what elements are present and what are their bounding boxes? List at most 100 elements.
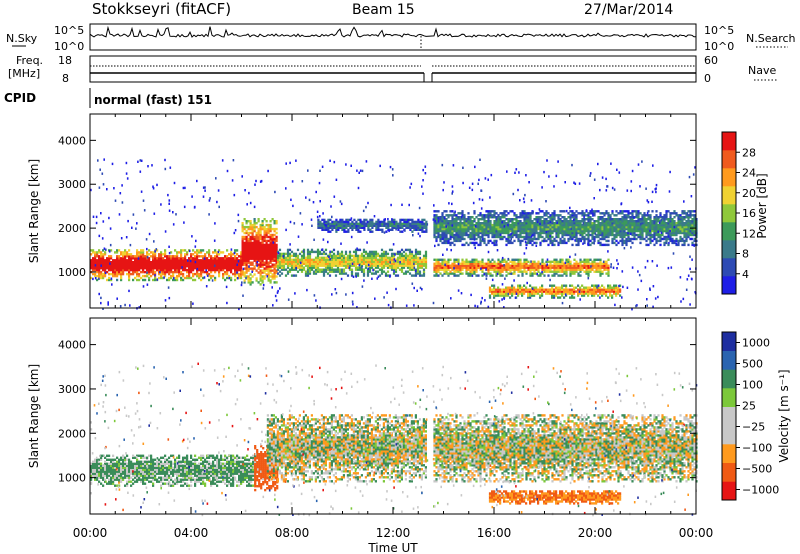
echo-cell [364, 266, 368, 269]
echo-cell [330, 262, 334, 265]
echo-cell [539, 272, 542, 275]
echo-cell [597, 220, 600, 223]
echo-cell [489, 231, 492, 235]
echo-cell [535, 292, 538, 295]
echo-cell [487, 235, 490, 239]
echo-cell [192, 272, 195, 276]
echo-cell [503, 268, 506, 271]
echo-cell [406, 262, 410, 265]
echo-cell [493, 268, 496, 271]
echo-cell [593, 223, 596, 227]
echo-cell [555, 290, 558, 293]
echo-cell [245, 255, 248, 258]
echo-cell [493, 220, 496, 223]
echo-cell [469, 223, 472, 227]
echo-cell [463, 214, 466, 217]
echo-cell [453, 264, 456, 267]
echo-cell [234, 265, 237, 268]
echo-cell [553, 266, 556, 269]
echo-cell [170, 257, 173, 260]
echo-cell [208, 272, 211, 276]
echo-cell [362, 248, 366, 252]
echo-cell [505, 290, 508, 293]
echo-cell [395, 224, 398, 227]
echo-cell [559, 268, 562, 271]
echo-cell [635, 216, 638, 219]
echo-cell [397, 224, 400, 227]
echo-cell [506, 290, 510, 293]
echo-cell [253, 253, 256, 256]
echo-cell [665, 214, 668, 217]
echo-cell [388, 264, 392, 267]
echo-cell [437, 231, 440, 235]
echo-cell [390, 254, 394, 258]
echo-cell [563, 223, 566, 227]
echo-cell [92, 265, 95, 268]
echo-cell [453, 222, 456, 225]
echo-cell [424, 250, 428, 254]
echo-cell [461, 237, 464, 241]
echo-cell [335, 218, 338, 222]
echo-cell [495, 220, 498, 223]
echo-cell [400, 260, 404, 263]
echo-cell [551, 214, 554, 217]
echo-cell [619, 239, 622, 243]
echo-cell [218, 259, 221, 262]
echo-cell [557, 241, 560, 245]
echo-cell [390, 256, 394, 259]
echo-cell [110, 255, 113, 258]
echo-cell [102, 255, 105, 258]
echo-cell [390, 262, 394, 265]
echo-cell [317, 220, 320, 224]
echo-cell [506, 294, 510, 297]
echo-cell [265, 239, 268, 243]
echo-cell [505, 266, 508, 269]
echo-cell [422, 268, 426, 271]
echo-cell [505, 214, 508, 217]
echo-cell [571, 237, 574, 241]
echo-cell [423, 222, 426, 225]
echo-cell [245, 251, 248, 254]
echo-cell [595, 223, 598, 227]
echo-cell [501, 260, 504, 263]
echo-cell [176, 253, 179, 256]
echo-cell [595, 268, 598, 271]
echo-cell [597, 216, 600, 219]
echo-cell [479, 212, 482, 215]
echo-cell [308, 262, 312, 265]
echo-cell [587, 292, 590, 295]
echo-cell [453, 227, 456, 231]
echo-cell [261, 235, 264, 239]
echo-cell [241, 261, 244, 264]
echo-cell [269, 267, 272, 270]
echo-cell [661, 227, 664, 231]
echo-cell [497, 260, 500, 263]
echo-cell [565, 218, 568, 221]
echo-cell [619, 231, 622, 235]
echo-cell [445, 260, 448, 263]
echo-cell [659, 214, 662, 217]
echo-cell [539, 210, 542, 213]
echo-cell [513, 214, 516, 217]
echo-cell [477, 266, 480, 269]
echo-cell [527, 214, 530, 217]
echo-cell [583, 235, 586, 239]
echo-cell [611, 296, 614, 299]
echo-cell [535, 286, 538, 289]
echo-cell [190, 267, 193, 270]
echo-cell [330, 270, 334, 273]
echo-cell [102, 268, 105, 272]
echo-cell [597, 270, 600, 273]
echo-cell [445, 270, 448, 273]
echo-cell [396, 262, 400, 265]
echo-cell [547, 288, 550, 291]
echo-cell [184, 276, 187, 280]
echo-cell [607, 235, 610, 239]
echo-cell [507, 241, 510, 245]
echo-cell [234, 261, 237, 264]
echo-cell [206, 261, 209, 264]
echo-cell [617, 212, 620, 215]
echo-cell [247, 231, 250, 235]
echo-cell [126, 268, 129, 272]
